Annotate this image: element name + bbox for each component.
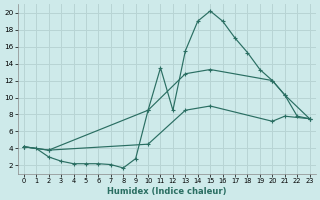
X-axis label: Humidex (Indice chaleur): Humidex (Indice chaleur) bbox=[107, 187, 227, 196]
